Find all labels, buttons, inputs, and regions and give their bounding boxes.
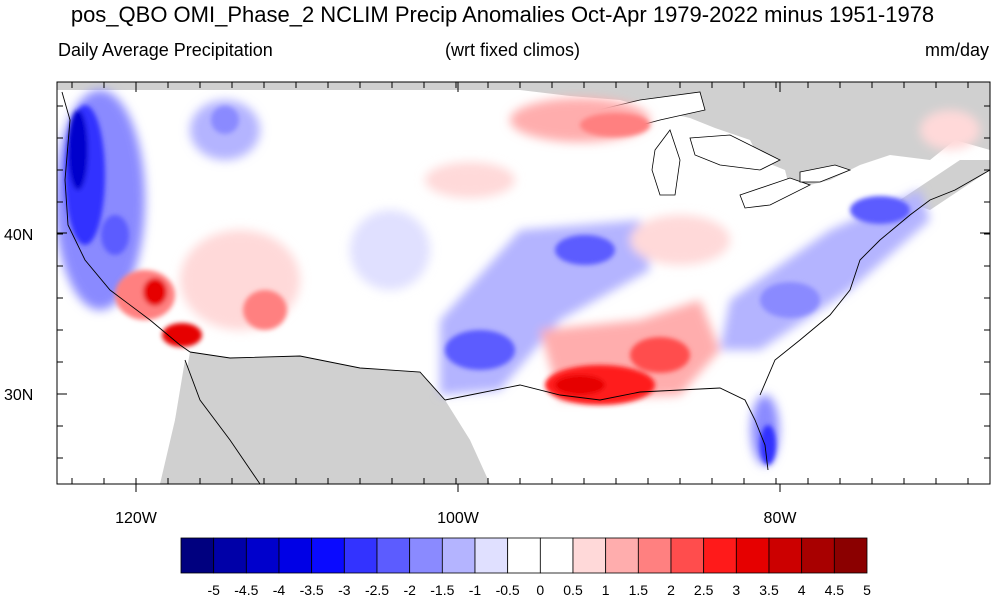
colorbar-swatch xyxy=(539,537,574,574)
lon-label-120w: 120W xyxy=(115,510,158,527)
colorbar-label: -4 xyxy=(273,582,286,597)
colorbar-label: 3.5 xyxy=(759,582,779,597)
colorbar-swatch xyxy=(343,537,378,574)
colorbar-swatch xyxy=(180,537,215,574)
map-plot-area xyxy=(57,82,990,484)
colorbar-swatch xyxy=(670,537,705,574)
colorbar-swatch xyxy=(474,537,509,574)
colorbar-swatch xyxy=(572,537,607,574)
colorbar-label: -1.5 xyxy=(430,582,454,597)
colorbar-label: -4.5 xyxy=(234,582,258,597)
lon-label-100w: 100W xyxy=(437,510,480,527)
colorbar-label: -3.5 xyxy=(300,582,324,597)
lon-label-80w: 80W xyxy=(764,510,798,527)
anomaly-field-strong xyxy=(65,105,910,465)
lat-label-30n: 30N xyxy=(4,387,33,404)
colorbar-swatch xyxy=(245,537,280,574)
colorbar-label: -2 xyxy=(403,582,416,597)
plot-frame xyxy=(56,81,991,485)
colorbar-swatch xyxy=(507,537,541,574)
axis-ticks xyxy=(57,82,990,492)
subtitle-left: Daily Average Precipitation xyxy=(58,40,273,60)
colorbar-swatch xyxy=(637,537,672,574)
colorbar-swatch xyxy=(735,537,770,574)
colorbar-label: 2 xyxy=(667,582,675,597)
colorbar-label: 4.5 xyxy=(825,582,845,597)
colorbar-swatch xyxy=(409,537,443,574)
lat-label-40n: 40N xyxy=(4,227,33,244)
colorbar: -5 -4.5 -4 -3.5 -3 -2.5 -2 -1.5 -1 -0.5 0 0.5 1 1.5 2 2… xyxy=(180,537,871,597)
colorbar-swatch xyxy=(311,537,345,574)
colorbar-swatch xyxy=(703,537,737,574)
colorbar-swatch xyxy=(213,537,247,574)
colorbar-label: 5 xyxy=(863,582,871,597)
colorbar-label: 1 xyxy=(602,582,610,597)
colorbar-label: 3 xyxy=(732,582,740,597)
colorbar-swatch xyxy=(441,537,476,574)
colorbar-label: -1 xyxy=(469,582,482,597)
colorbar-label: 4 xyxy=(798,582,806,597)
colorbar-label: 2.5 xyxy=(694,582,714,597)
colorbar-label: -3 xyxy=(338,582,351,597)
colorbar-label: -0.5 xyxy=(496,582,520,597)
colorbar-label: 1.5 xyxy=(629,582,649,597)
colorbar-label: -2.5 xyxy=(365,582,389,597)
colorbar-swatch xyxy=(278,537,313,574)
colorbar-swatch xyxy=(801,537,835,574)
figure-title: pos_QBO OMI_Phase_2 NCLIM Precip Anomali… xyxy=(70,2,935,27)
colorbar-swatch xyxy=(833,537,868,574)
subtitle-center: (wrt fixed climos) xyxy=(445,40,581,60)
coastlines xyxy=(61,91,990,484)
colorbar-swatch xyxy=(768,537,803,574)
colorbar-swatch xyxy=(605,537,639,574)
colorbar-label: 0.5 xyxy=(563,582,583,597)
colorbar-label: -5 xyxy=(207,582,220,597)
colorbar-swatch xyxy=(376,537,411,574)
units-label: mm/day xyxy=(924,40,989,60)
colorbar-label: 0 xyxy=(536,582,544,597)
